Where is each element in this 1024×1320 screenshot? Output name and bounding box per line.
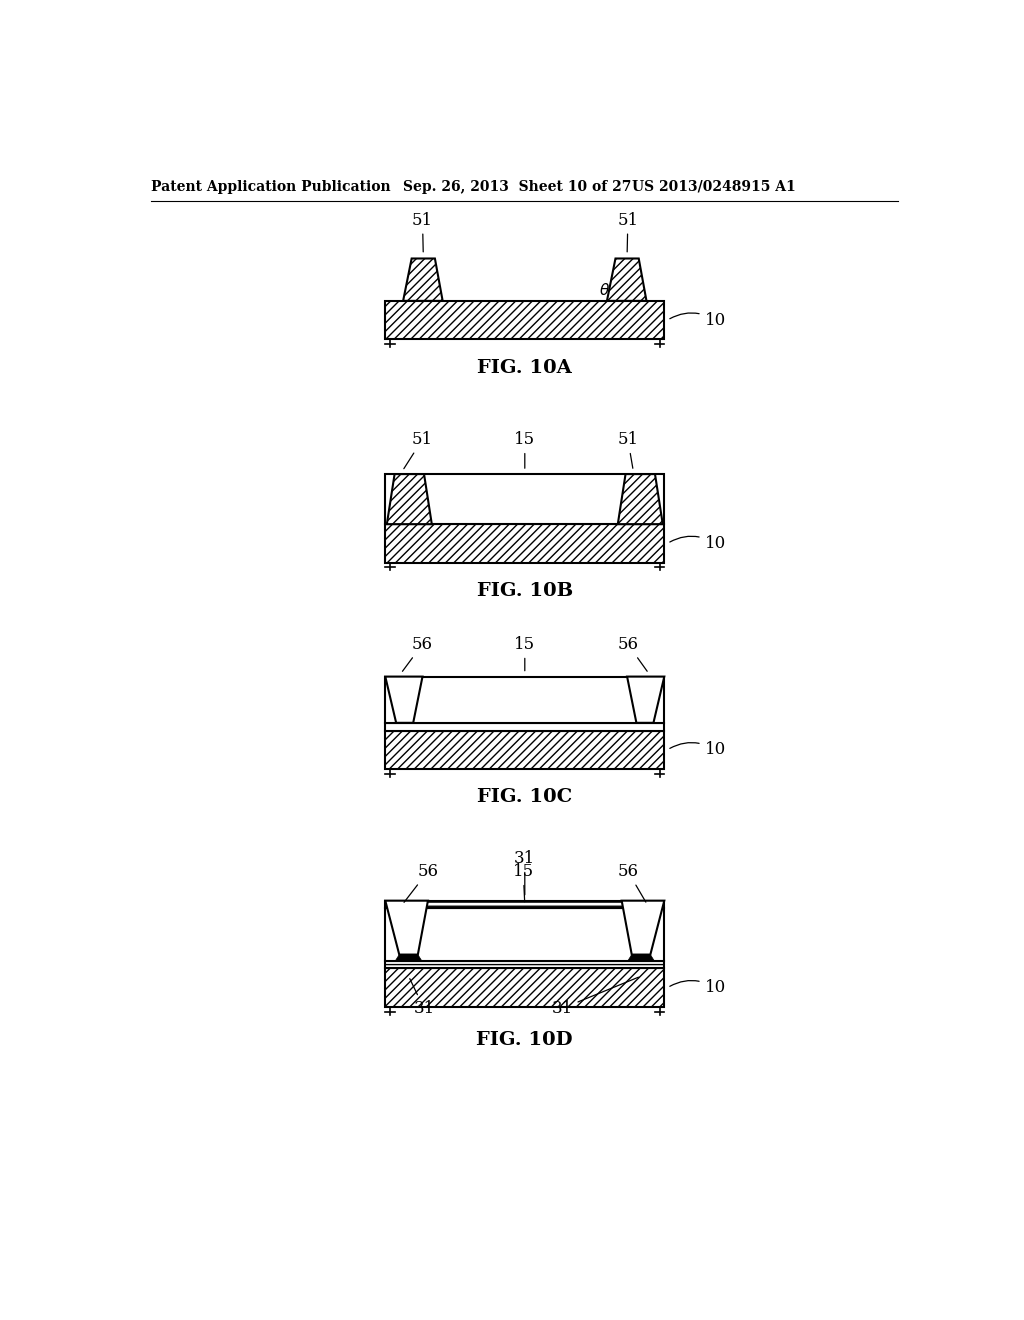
- Polygon shape: [403, 259, 442, 301]
- Text: FIG. 10B: FIG. 10B: [477, 582, 572, 601]
- Text: 10: 10: [670, 535, 726, 552]
- Bar: [385, 677, 665, 723]
- Text: FIG. 10C: FIG. 10C: [477, 788, 572, 807]
- Bar: [385, 301, 665, 339]
- Text: FIG. 10A: FIG. 10A: [477, 359, 572, 376]
- Text: 10: 10: [670, 312, 726, 329]
- Text: $\theta$: $\theta$: [599, 282, 610, 298]
- Text: 56: 56: [402, 636, 433, 672]
- Bar: [385, 900, 665, 908]
- Text: 51: 51: [403, 430, 433, 469]
- Bar: [385, 969, 665, 1007]
- Text: 15: 15: [514, 430, 536, 469]
- Text: 31: 31: [551, 977, 639, 1016]
- Polygon shape: [607, 259, 646, 301]
- Text: 10: 10: [670, 979, 726, 997]
- Text: 51: 51: [617, 430, 638, 469]
- Text: 31: 31: [514, 850, 536, 895]
- Polygon shape: [627, 677, 665, 723]
- Text: Sep. 26, 2013  Sheet 10 of 27: Sep. 26, 2013 Sheet 10 of 27: [403, 180, 632, 194]
- Text: 56: 56: [404, 863, 438, 903]
- Bar: [385, 723, 665, 730]
- Polygon shape: [387, 474, 432, 524]
- Polygon shape: [385, 900, 428, 954]
- Text: FIG. 10D: FIG. 10D: [476, 1031, 573, 1049]
- Text: 51: 51: [412, 211, 433, 252]
- Polygon shape: [385, 677, 423, 723]
- Text: 51: 51: [617, 211, 638, 252]
- Bar: [385, 474, 665, 524]
- Text: US 2013/0248915 A1: US 2013/0248915 A1: [632, 180, 796, 194]
- Bar: [385, 961, 665, 969]
- Bar: [385, 730, 665, 770]
- Bar: [385, 524, 665, 562]
- Text: 31: 31: [410, 978, 434, 1016]
- Text: 56: 56: [617, 636, 647, 672]
- Text: Patent Application Publication: Patent Application Publication: [152, 180, 391, 194]
- Text: 15: 15: [513, 863, 534, 902]
- Polygon shape: [622, 900, 665, 954]
- Text: 56: 56: [617, 863, 646, 902]
- Polygon shape: [395, 954, 422, 961]
- Bar: [385, 908, 665, 961]
- Text: 10: 10: [670, 742, 726, 758]
- Text: 15: 15: [514, 636, 536, 671]
- Polygon shape: [628, 954, 654, 961]
- Polygon shape: [617, 474, 663, 524]
